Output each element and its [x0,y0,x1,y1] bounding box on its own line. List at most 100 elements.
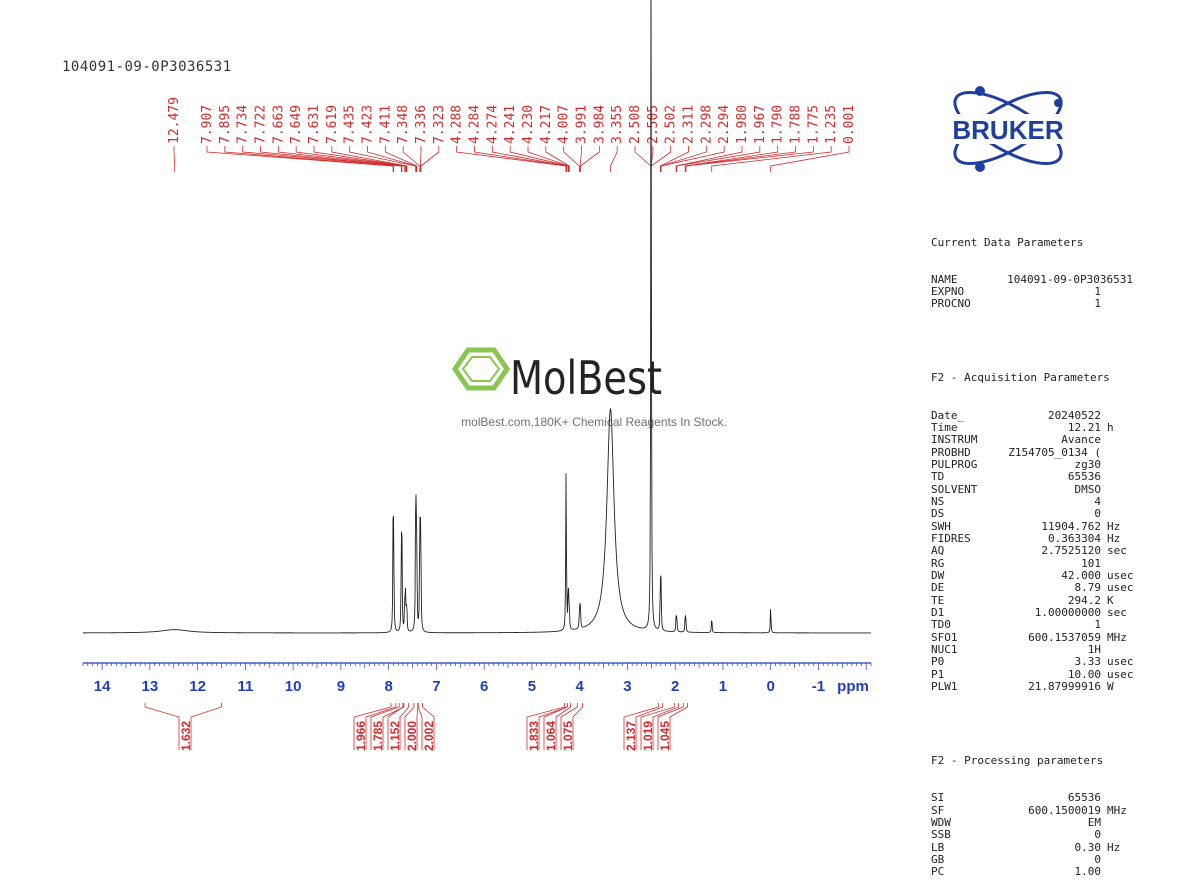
integral-bracket [526,703,565,750]
param-value: 1H [1087,643,1101,657]
param-name: RG [931,556,945,570]
param-value: 10.00 [1067,667,1101,681]
peak-label: 4.230 [521,105,536,144]
param-name: FIDRES [931,531,971,545]
integral-bracket [572,703,583,750]
peak-label: 7.423 [361,105,376,144]
param-unit [1101,619,1107,631]
peak-leader-line [242,146,402,172]
param-row: TD 65536 [931,470,1139,484]
bruker-logo: BRUKER [924,86,1092,172]
param-row: D1 1.00000000 sec [931,606,1139,619]
param-value: 0.363304 [1048,531,1101,545]
param-value: EM [1087,815,1101,829]
molbest-logo-text: MolBest [510,351,662,405]
peak-label: 4.241 [503,105,518,144]
peak-label: 7.734 [236,105,251,144]
param-name: SFO1 [931,630,958,644]
integral-value: 1.152 [388,721,402,751]
peak-leader-line [675,146,743,172]
param-name: WDW [931,815,951,829]
x-tick-label: -1 [812,678,825,695]
nmr-spectrum-chart: BRUKER MolBest molBest.com,180K+ Chemica… [82,0,1092,751]
current-params-title: Current Data Parameters [931,235,1084,249]
param-unit [1101,792,1107,804]
x-tick-label: 7 [432,678,440,695]
integral-bracket [190,703,222,750]
peak-label: 4.217 [539,105,554,144]
integral-value: 1.064 [544,721,558,751]
peak-leader-line [527,146,570,172]
param-name: NUC1 [931,643,958,657]
param-value: 0 [1094,828,1101,842]
param-row: PULPROG zg30 [931,457,1139,471]
param-value: 294.2 [1067,593,1101,607]
param-value: 3.33 [1074,655,1102,669]
peak-leader-line [545,146,570,172]
peak-leader-line [660,146,707,172]
param-name: DS [931,507,945,521]
integral-bracket [640,703,675,750]
param-unit: usec [1107,667,1134,681]
param-name: DW [931,568,945,582]
peak-label: 7.336 [414,105,429,144]
proc-params-title: F2 - Processing parameters [931,754,1104,768]
param-name: SSB [931,828,951,842]
x-tick-label: 9 [337,678,345,695]
param-name: Date_ [931,408,965,422]
param-name: INSTRUM [931,433,978,447]
peak-label: 7.722 [254,105,269,144]
x-tick-label: 8 [384,678,392,695]
param-unit [1101,817,1107,829]
acq-params-title: F2 - Acquisition Parameters [931,371,1110,385]
param-unit [1101,434,1107,446]
peak-label: 1.967 [753,105,768,144]
x-axis-label: ppm [837,678,869,695]
param-unit: usec [1107,581,1134,595]
x-tick-label: 0 [767,678,775,695]
peak-leader-line [349,146,417,172]
param-name: TD0 [931,618,951,632]
integral-value: 2.137 [624,721,638,751]
integral-bracket [404,703,415,750]
param-name: SWH [931,519,951,533]
peak-label: 2.508 [628,105,643,144]
param-value: 1.00000000 [1034,606,1101,619]
x-tick-label: 10 [285,678,302,695]
peak-label: 3.355 [610,105,625,144]
param-row: PLW1 21.87999916 W [931,680,1139,694]
param-row: DS 0 [931,507,1139,521]
peak-label: 4.288 [450,105,465,144]
acq-params-list: Date_ 20240522 Time 12.21 h INSTRUM Avance PROB… [931,408,1141,694]
peak-leader-line [367,146,417,172]
param-unit [1101,854,1107,866]
ppm-axis: 14 13 12 11 10 9 8 7 6 5 4 3 2 1 0 -1 ppm [82,662,872,695]
peak-label: 12.479 [167,97,182,144]
param-unit: usec [1107,655,1134,669]
x-tick-label: 5 [528,678,536,695]
peak-leader-line [260,146,403,172]
peak-label: 3.984 [592,105,607,144]
param-name: LB [931,840,945,854]
peak-leader-line [659,146,689,172]
param-row: NS 4 [931,494,1139,508]
param-unit: sec [1107,544,1127,558]
param-value: 21.87999916 [1028,680,1101,694]
integral-bracket [365,703,397,750]
bruker-logo-text: BRUKER [952,115,1063,145]
peak-leader-line [491,146,567,172]
peak-label: 2.502 [664,105,679,144]
param-unit [1101,484,1107,496]
param-value: 1.00 [1074,865,1102,879]
param-value: 4 [1094,494,1101,508]
peak-leader-line [331,146,408,172]
peak-leader-line [580,146,600,172]
peak-leader-line [313,146,407,172]
x-tick-label: 6 [480,678,488,695]
param-row: DE 8.79 usec [931,581,1139,595]
integral-value: 2.000 [405,721,419,751]
param-row: INSTRUM Avance [931,433,1139,447]
param-name: PULPROG [931,457,978,471]
peak-label: 4.007 [557,105,572,144]
param-name: TD [931,470,945,484]
